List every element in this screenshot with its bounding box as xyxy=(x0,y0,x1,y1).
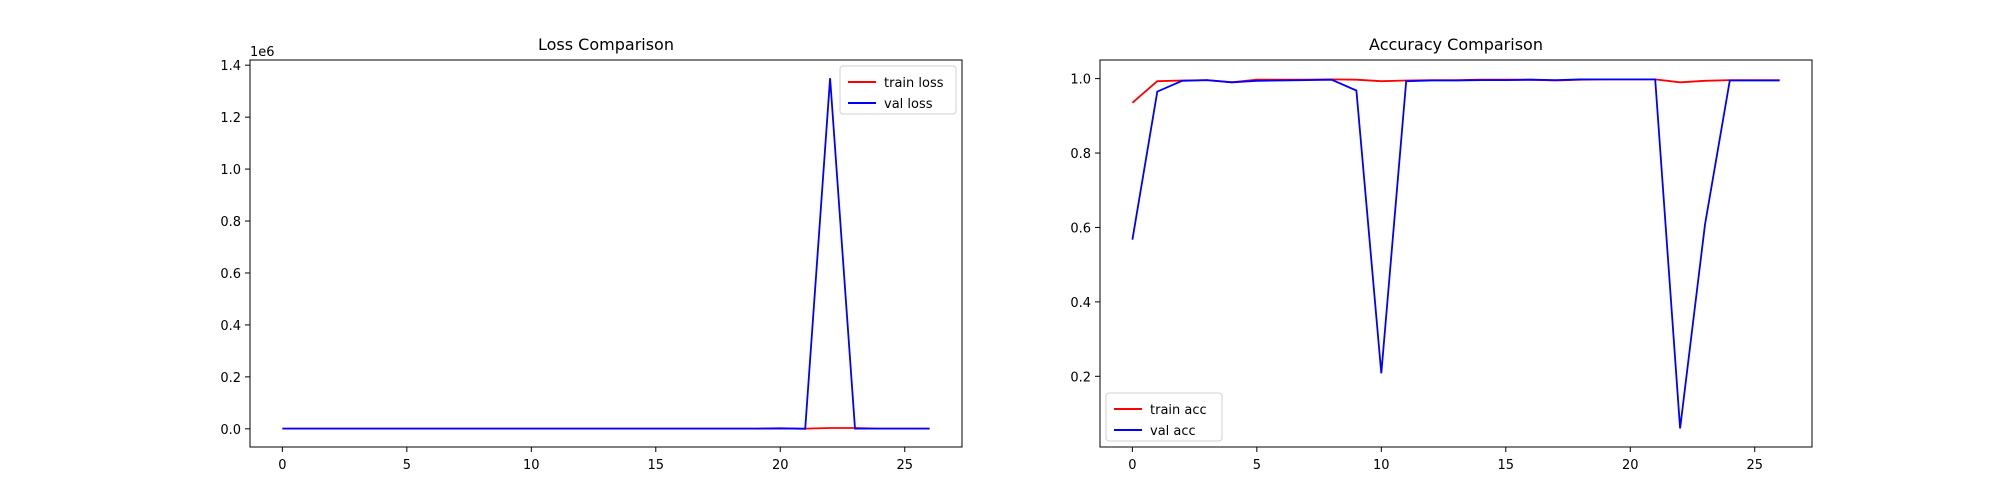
loss-chart-y-tick-label: 0.2 xyxy=(220,371,241,386)
loss-chart-x-tick-label: 5 xyxy=(403,458,411,473)
loss-chart-y-tick-label: 0.0 xyxy=(220,423,241,438)
accuracy-chart-legend-label: train acc xyxy=(1150,403,1207,418)
loss-chart-legend-label: val loss xyxy=(884,97,933,112)
accuracy-chart-x-tick-label: 5 xyxy=(1253,458,1261,473)
accuracy-chart-x-tick-label: 0 xyxy=(1128,458,1136,473)
accuracy-chart-y-tick-label: 0.4 xyxy=(1070,296,1091,311)
loss-chart-lines xyxy=(282,78,930,430)
accuracy-chart: Accuracy Comparison 0 5 10 15 20 250.20.40.60… xyxy=(1070,35,1813,473)
loss-chart-ticks: 0 5 10 15 20 25 0.0 0.2 0.4 0.6 0.8 1.0 1.2 1.4 xyxy=(220,59,913,473)
accuracy-chart-y-tick-label: 0.6 xyxy=(1070,221,1091,236)
accuracy-chart-ticks: 0 5 10 15 20 25 0.2 0.4 0.6 0.8 1.0 xyxy=(1070,73,1763,473)
accuracy-chart-y-tick-label: 0.8 xyxy=(1070,147,1091,162)
accuracy-chart-series-val-acc xyxy=(1131,78,1780,429)
loss-chart: Loss Comparison 1e6 0 5 10 15 20 250.00.20.40… xyxy=(220,35,963,473)
accuracy-chart-x-tick-label: 25 xyxy=(1746,458,1763,473)
accuracy-chart-legend: train acc val acc xyxy=(1105,392,1223,442)
accuracy-chart-x-tick-label: 20 xyxy=(1622,458,1639,473)
accuracy-chart-x-tick-label: 10 xyxy=(1373,458,1390,473)
loss-chart-y-tick-label: 0.6 xyxy=(220,267,241,282)
loss-chart-y-tick-label: 1.2 xyxy=(220,111,241,126)
loss-chart-x-tick-label: 25 xyxy=(896,458,913,473)
loss-chart-legend: train loss val loss xyxy=(839,65,957,115)
loss-chart-x-tick-label: 0 xyxy=(278,458,286,473)
loss-chart-y-tick-label: 0.4 xyxy=(220,319,241,334)
accuracy-chart-y-tick-label: 0.2 xyxy=(1070,370,1091,385)
loss-chart-x-tick-label: 10 xyxy=(523,458,540,473)
loss-chart-x-tick-label: 15 xyxy=(648,458,665,473)
loss-chart-offset-label: 1e6 xyxy=(250,45,275,60)
accuracy-chart-title: Accuracy Comparison xyxy=(1369,35,1543,54)
accuracy-chart-frame xyxy=(1099,59,1813,448)
loss-chart-legend-label: train loss xyxy=(884,76,944,91)
accuracy-chart-lines xyxy=(1131,78,1780,429)
loss-chart-title: Loss Comparison xyxy=(538,35,674,54)
accuracy-chart-legend-label: val acc xyxy=(1150,424,1196,439)
loss-chart-y-tick-label: 1.4 xyxy=(220,59,241,74)
accuracy-chart-y-tick-label: 1.0 xyxy=(1070,73,1091,88)
loss-chart-y-tick-label: 0.8 xyxy=(220,215,241,230)
accuracy-chart-x-tick-label: 15 xyxy=(1498,458,1515,473)
loss-chart-series-val-loss xyxy=(282,78,930,430)
loss-chart-y-tick-label: 1.0 xyxy=(220,163,241,178)
loss-chart-frame xyxy=(249,59,963,448)
loss-chart-x-tick-label: 20 xyxy=(772,458,789,473)
